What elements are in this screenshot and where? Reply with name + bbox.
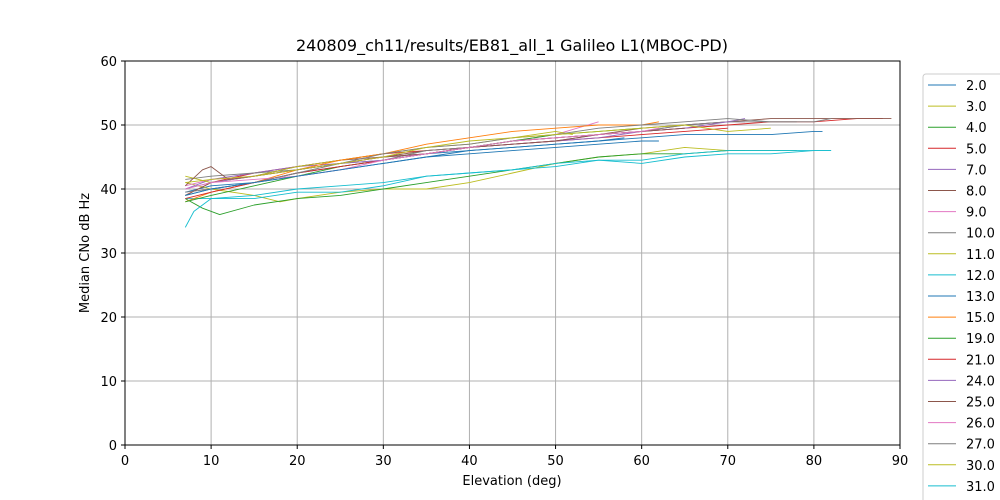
series-line-33.0	[185, 137, 625, 196]
x-tick-label: 50	[547, 454, 564, 469]
legend-label: 15.0	[966, 311, 995, 326]
legend-label: 9.0	[966, 206, 987, 221]
legend-label: 12.0	[966, 269, 995, 284]
x-tick-label: 80	[806, 454, 823, 469]
chart-title: 240809_ch11/results/EB81_all_1 Galileo L…	[296, 36, 728, 56]
x-tick-label: 30	[375, 454, 392, 469]
legend-label: 8.0	[966, 185, 987, 200]
x-tick-label: 70	[720, 454, 737, 469]
y-tick-label: 0	[109, 439, 117, 454]
legend-label: 7.0	[966, 163, 987, 178]
x-axis-label: Elevation (deg)	[462, 474, 561, 489]
y-axis-label: Median CNo dB Hz	[78, 193, 93, 313]
legend-frame	[922, 73, 1000, 500]
y-tick-label: 40	[100, 183, 117, 198]
series-lines	[184, 118, 892, 228]
x-axis: 0 10 20 30 40 50 60 70 80 90	[121, 445, 908, 469]
series-line-26.0	[185, 127, 659, 190]
series-line-31.0	[184, 150, 832, 228]
y-tick-label: 10	[100, 375, 117, 390]
y-tick-label: 50	[100, 119, 117, 134]
legend-label: 21.0	[966, 353, 995, 368]
series-line-30.0	[185, 124, 771, 184]
y-tick-label: 20	[100, 311, 117, 326]
legend-label: 25.0	[966, 396, 995, 411]
legend-label: 31.0	[966, 480, 995, 495]
series-line-3.0	[185, 146, 745, 203]
legend-label: 4.0	[966, 121, 987, 136]
legend-label: 24.0	[966, 374, 995, 389]
series-line-27.0	[185, 118, 797, 193]
x-tick-label: 20	[289, 454, 306, 469]
legend-label: 19.0	[966, 332, 995, 347]
legend-label: 5.0	[966, 142, 987, 157]
x-tick-label: 90	[892, 454, 909, 469]
x-tick-label: 40	[461, 454, 478, 469]
legend-label: 3.0	[966, 100, 987, 115]
legend-label: 27.0	[966, 438, 995, 453]
legend-label: 26.0	[966, 417, 995, 432]
x-tick-label: 10	[203, 454, 220, 469]
legend-label: 10.0	[966, 227, 995, 242]
x-tick-label: 0	[121, 454, 129, 469]
y-tick-label: 30	[100, 247, 117, 262]
y-axis: 0 10 20 30 40 50 60	[100, 55, 125, 454]
legend-label: 13.0	[966, 290, 995, 305]
y-tick-label: 60	[100, 55, 117, 70]
x-tick-label: 60	[633, 454, 650, 469]
legend: 2.0 3.0 4.0 5.0 7.0 8.0 9.0 10.0 11.0 12.0 13.0 15.…	[922, 73, 1000, 500]
legend-label: 11.0	[966, 248, 995, 263]
legend-label: 30.0	[966, 459, 995, 474]
legend-label: 2.0	[966, 79, 987, 94]
